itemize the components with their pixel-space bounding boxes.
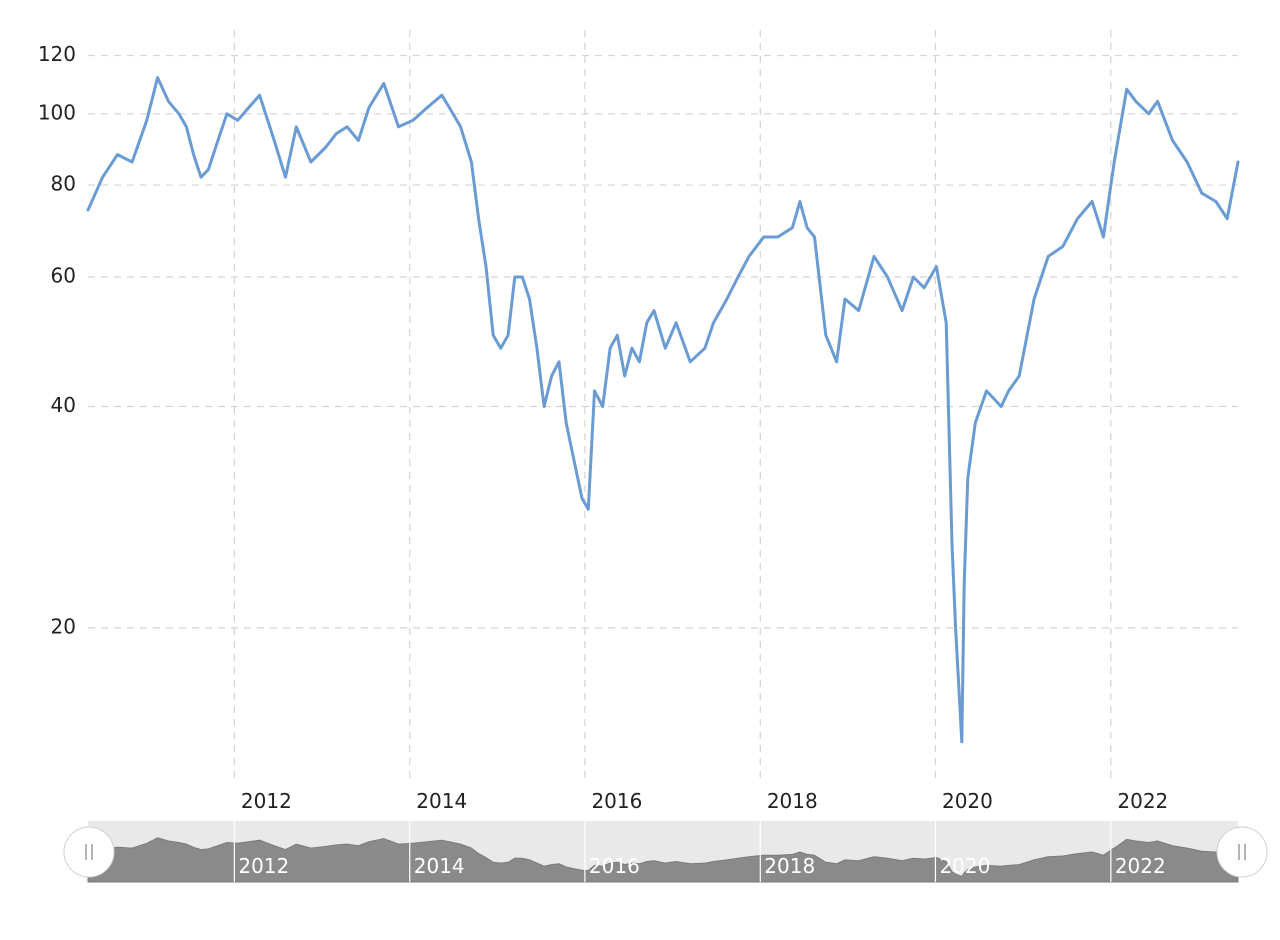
navigator-year-label: 2022 bbox=[1115, 854, 1166, 878]
navigator-year-label: 2012 bbox=[238, 854, 289, 878]
x-tick-label: 2020 bbox=[942, 789, 993, 813]
navigator-year-separators bbox=[233, 821, 1112, 882]
grip-icon bbox=[85, 844, 93, 860]
navigator-year-label: 2020 bbox=[939, 854, 990, 878]
y-tick-label: 100 bbox=[38, 100, 76, 124]
range-navigator[interactable]: 2012 2014 2016 2018 2020 2022 bbox=[63, 821, 1268, 883]
y-tick-label: 40 bbox=[51, 393, 76, 417]
grip-icon bbox=[1238, 844, 1246, 860]
x-gridlines bbox=[233, 30, 1112, 778]
navigator-right-handle[interactable] bbox=[1216, 826, 1268, 878]
navigator-year-labels: 2012 2014 2016 2018 2020 2022 bbox=[238, 854, 1165, 878]
y-gridlines bbox=[88, 54, 1238, 629]
navigator-year-label: 2018 bbox=[764, 854, 815, 878]
navigator-area-series bbox=[87, 837, 1239, 883]
y-tick-label: 120 bbox=[38, 42, 76, 66]
navigator-year-label: 2016 bbox=[589, 854, 640, 878]
x-tick-label: 2016 bbox=[591, 789, 642, 813]
price-series-line bbox=[86, 76, 1240, 744]
navigator-left-handle[interactable] bbox=[63, 826, 115, 878]
y-tick-label: 20 bbox=[51, 614, 76, 638]
y-tick-label: 60 bbox=[51, 263, 76, 287]
x-tick-label: 2012 bbox=[241, 789, 292, 813]
navigator-year-label: 2014 bbox=[414, 854, 465, 878]
y-tick-label: 80 bbox=[51, 172, 76, 196]
x-axis-ticks: 2012 2014 2016 2018 2020 2022 bbox=[241, 789, 1168, 813]
y-axis-ticks: 20 40 60 80 100 120 bbox=[38, 42, 76, 638]
x-tick-label: 2022 bbox=[1117, 789, 1168, 813]
x-tick-label: 2018 bbox=[767, 789, 818, 813]
x-tick-label: 2014 bbox=[416, 789, 467, 813]
